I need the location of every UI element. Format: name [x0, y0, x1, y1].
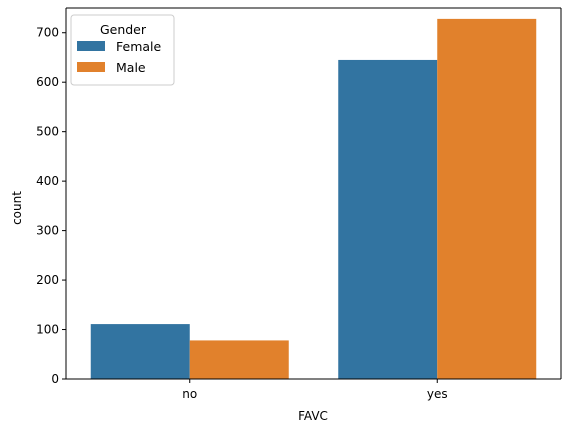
x-axis-label: FAVC — [298, 409, 328, 423]
axes-layer: 0 100 200 300 400 500 600 700 no yes — [36, 7, 562, 401]
x-tick-label: no — [182, 387, 197, 401]
y-tick-label: 500 — [36, 125, 59, 139]
y-tick-label: 700 — [36, 26, 59, 40]
legend-swatch-male — [77, 62, 105, 72]
x-tick-label: yes — [427, 387, 448, 401]
y-tick-label: 300 — [36, 224, 59, 238]
bar-yes-female — [338, 59, 438, 379]
y-tick-label: 0 — [51, 372, 59, 386]
y-tick-label: 200 — [36, 273, 59, 287]
legend: Gender Female Male — [70, 14, 175, 86]
bar-no-male — [189, 340, 289, 379]
legend-label-male: Male — [116, 60, 146, 75]
legend-swatch-female — [77, 41, 105, 51]
legend-label-female: Female — [116, 39, 162, 54]
bar-yes-male — [437, 18, 537, 379]
legend-items: Female Male — [77, 39, 162, 75]
y-tick-label: 400 — [36, 174, 59, 188]
bars-layer — [90, 18, 537, 379]
y-axis-label: count — [10, 191, 24, 225]
y-tick-label: 600 — [36, 75, 59, 89]
legend-title: Gender — [100, 22, 147, 37]
bar-no-female — [90, 324, 190, 379]
y-tick-label: 100 — [36, 323, 59, 337]
